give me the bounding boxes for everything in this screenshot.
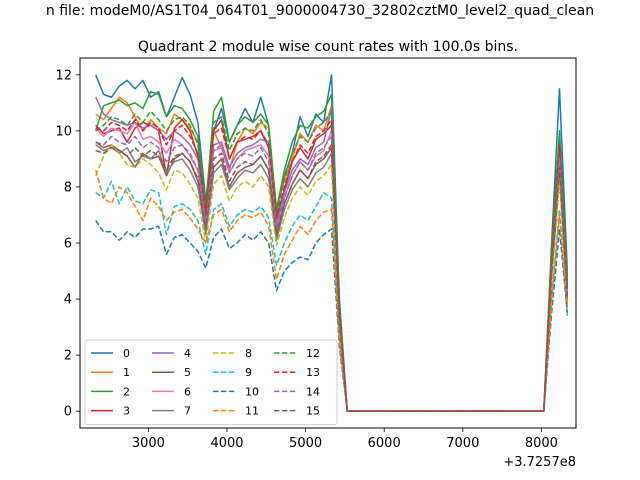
legend-label-14: 14	[306, 385, 320, 398]
legend-label-8: 8	[245, 347, 252, 360]
y-tick-label: 10	[55, 124, 72, 139]
legend-label-15: 15	[306, 405, 320, 418]
legend-label-4: 4	[184, 347, 191, 360]
legend-label-9: 9	[245, 366, 252, 379]
y-tick-label: 6	[64, 237, 72, 252]
legend-label-3: 3	[123, 405, 130, 418]
legend-label-5: 5	[184, 366, 191, 379]
x-tick-label: 7000	[446, 436, 479, 451]
legend-label-11: 11	[245, 405, 259, 418]
legend-label-13: 13	[306, 366, 320, 379]
series-line-11	[94, 169, 569, 412]
y-tick-label: 0	[64, 405, 72, 420]
x-axis: 3000 4000 5000 6000 7000 8000	[132, 428, 558, 451]
legend-label-7: 7	[184, 405, 191, 418]
y-tick-label: 8	[64, 180, 72, 195]
legend-label-1: 1	[123, 366, 130, 379]
x-offset-text: +3.7257e8	[503, 455, 576, 470]
series-line-15	[95, 144, 569, 412]
legend-label-2: 2	[123, 385, 130, 398]
y-axis: 0 2 4 6 8 10 12	[55, 68, 80, 420]
plot-area	[94, 74, 569, 412]
axes-frame	[79, 57, 577, 429]
figure-suptitle: n file: modeM0/AS1T04_064T01_9000004730_…	[46, 3, 594, 19]
legend-label-0: 0	[123, 347, 130, 360]
x-tick-label: 4000	[210, 436, 243, 451]
x-tick-label: 3000	[132, 436, 165, 451]
legend-box	[84, 339, 338, 426]
x-tick-label: 6000	[368, 436, 401, 451]
legend-label-6: 6	[184, 385, 191, 398]
series-line-13	[95, 118, 569, 412]
y-tick-label: 4	[64, 293, 72, 308]
legend-label-12: 12	[306, 347, 320, 360]
chart-title: Quadrant 2 module wise count rates with …	[138, 39, 518, 55]
y-tick-label: 2	[64, 349, 72, 364]
legend-label-10: 10	[245, 385, 259, 398]
x-tick-label: 5000	[289, 436, 322, 451]
x-tick-label: 8000	[525, 436, 558, 451]
y-tick-label: 12	[55, 68, 72, 83]
